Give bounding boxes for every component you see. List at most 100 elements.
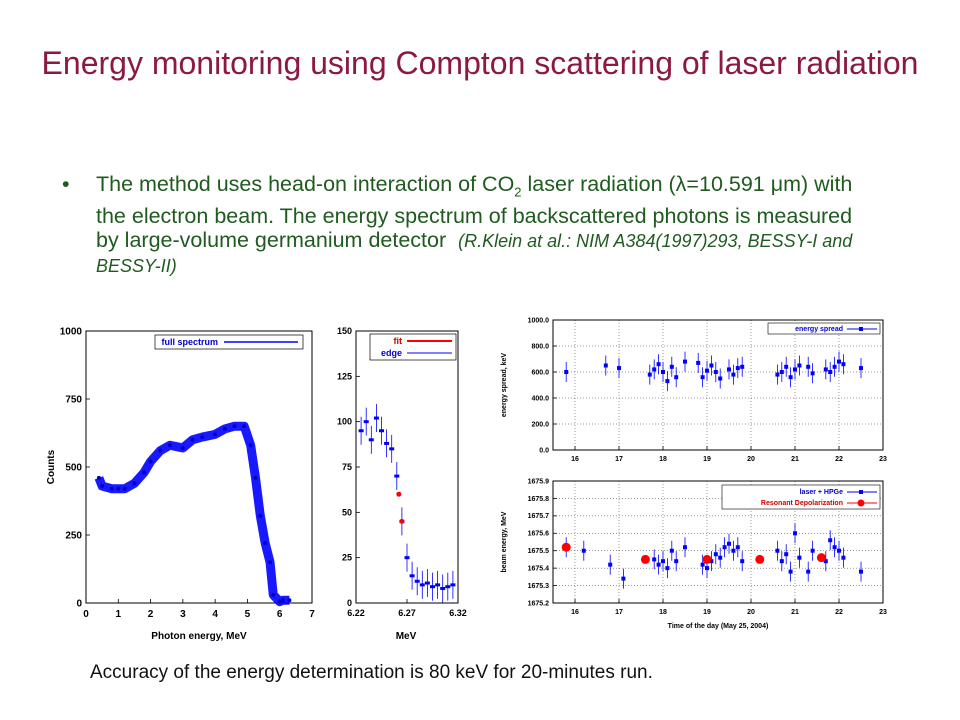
chart3-legend-marker (859, 327, 863, 331)
chart4-point (705, 566, 709, 571)
chart4-point (656, 562, 661, 567)
slide-title: Energy monitoring using Compton scatteri… (41, 45, 919, 81)
chart1-point (280, 598, 285, 603)
chart4-depolarization-point (640, 554, 650, 564)
chart1-point (248, 443, 253, 448)
chart4-xtick-label: 20 (747, 609, 755, 616)
chart4-depolarization-point (755, 554, 765, 564)
chart4-point (797, 555, 802, 560)
chart3-ylabel: energy spread, keV (501, 353, 508, 418)
chart2-edge-point (445, 585, 451, 589)
chart4-xtick-label: 17 (615, 609, 623, 616)
chart3-axes: 16 17 18 19 20 21 22 23 0.0 200.0 400.0 600.0 800.0 1… (528, 317, 887, 463)
chart2-ytick-label: 50 (342, 507, 352, 517)
chart3-point (564, 370, 569, 374)
chart2-xtick-label: 6.22 (347, 608, 365, 618)
chart1-ytick-label: 1000 (60, 326, 83, 337)
chart3-point (779, 370, 784, 374)
chart1-xtick-label: 7 (309, 609, 315, 620)
chart4-point (784, 552, 789, 557)
chart4-xtick-label: 22 (835, 609, 843, 616)
chart2-ytick-label: 150 (337, 326, 352, 336)
chart4-legend-marker-2 (857, 499, 865, 507)
chart4-point (581, 548, 586, 553)
chart4-point (718, 555, 723, 560)
chart1-data (94, 421, 292, 607)
chart1-point (100, 484, 105, 489)
chart1-xtick-label: 4 (212, 609, 218, 620)
chart1-point (132, 481, 137, 486)
chart4-point (727, 541, 731, 546)
chart3-point (788, 375, 793, 380)
chart3-xtick-label: 22 (835, 456, 843, 463)
chart4-legend-box (721, 484, 881, 510)
chart1-ytick-label: 0 (76, 598, 82, 609)
bullet-text: The method uses head-on interaction of C… (96, 172, 866, 278)
chart1-point (142, 470, 147, 475)
chart4-point (793, 531, 797, 536)
chart4-xtick-label: 23 (879, 609, 887, 616)
chart3-point (665, 379, 670, 384)
chart3-xtick-label: 21 (791, 456, 799, 463)
chart3-point (709, 363, 714, 368)
chart4-point (740, 559, 745, 564)
chart2-edge-point (389, 447, 395, 451)
chart2-legend-edge: edge (381, 348, 402, 358)
chart4-ytick-label: 1675.2 (528, 600, 550, 607)
chart4-xtick-label: 16 (571, 609, 579, 616)
bullet-marker: • (62, 172, 70, 196)
chart3-xtick-label: 17 (615, 456, 623, 463)
chart1-plot-area (85, 330, 313, 604)
chart1-xtick-label: 5 (245, 609, 251, 620)
chart3-point (718, 376, 723, 381)
chart3-point (661, 370, 665, 374)
chart3-point (775, 372, 780, 377)
chart3-xtick-label: 16 (571, 456, 579, 463)
chart1-point (213, 432, 218, 437)
chart2-xtick-label: 6.32 (449, 608, 467, 618)
chart2-edge-point (409, 574, 415, 578)
chart2-axes: 6.22 6.27 6.32 0 25 50 75 100 125 150 (337, 326, 467, 618)
chart4-point (731, 548, 736, 553)
chart2-edge-point (424, 581, 430, 585)
chart1-point (109, 486, 114, 491)
chart2-edge-point (430, 585, 435, 589)
chart3-point (731, 372, 736, 377)
chart3-point (740, 364, 745, 369)
chart3-point (828, 370, 833, 374)
chart2-edge-point (394, 474, 400, 478)
chart2-ytick-label: 25 (342, 553, 352, 563)
chart2-edge-point (435, 583, 441, 587)
chart4-point (806, 569, 811, 574)
chart3-legend-box (767, 322, 881, 335)
chart2-edge-point (384, 441, 390, 445)
chart1-point (268, 560, 273, 565)
chart4-point (788, 569, 793, 574)
chart1-point (200, 435, 205, 440)
reference-citation: (R.Klein at al.: NIM A384(1997)293, BESS… (96, 231, 853, 277)
chart3-point (806, 364, 811, 369)
subscript-2: 2 (514, 184, 522, 200)
chart1-legend-label: full spectrum (161, 337, 218, 347)
chart1-point (167, 443, 172, 448)
chart2-ytick-label: 100 (337, 417, 352, 427)
bullet-text-part-1: The method uses head-on interaction of C… (96, 172, 515, 196)
chart4-point (832, 545, 837, 550)
chart4-ytick-label: 1675.9 (528, 478, 550, 485)
chart3-ytick-label: 800.0 (531, 343, 549, 350)
chart1-point (222, 426, 227, 431)
chart1-ylabel: Counts (46, 449, 57, 484)
chart1-point (263, 541, 268, 546)
chart2-edge-point (363, 420, 369, 424)
chart4-point (669, 548, 674, 553)
chart4-point (837, 548, 841, 553)
chart4-point (713, 552, 718, 557)
chart3-point (784, 364, 789, 369)
chart4-ytick-label: 1675.3 (528, 583, 550, 590)
chart1-point (158, 448, 163, 453)
chart3-point (810, 371, 815, 376)
chart4-point (722, 545, 727, 550)
chart4-point (665, 566, 670, 571)
chart1-point (116, 486, 121, 491)
chart3-point (674, 375, 679, 380)
